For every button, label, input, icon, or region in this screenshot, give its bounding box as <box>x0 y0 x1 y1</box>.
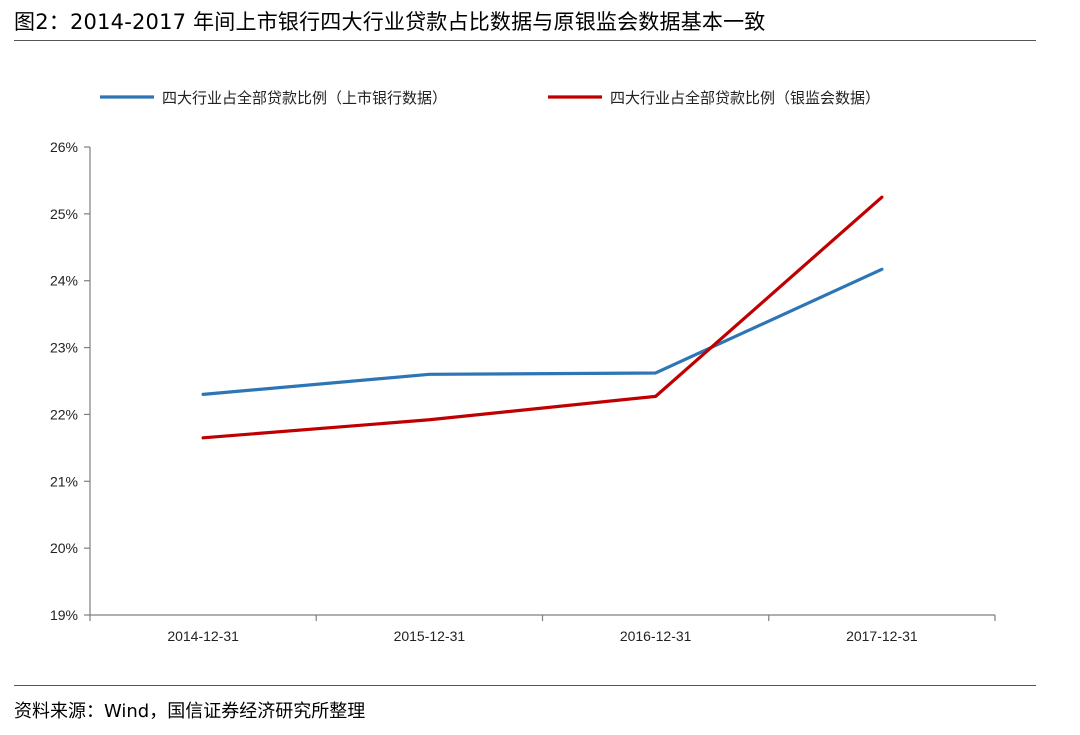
x-tick-label: 2016-12-31 <box>620 628 692 644</box>
y-tick-label: 19% <box>50 607 78 623</box>
y-tick-label: 21% <box>50 473 78 489</box>
series-lines <box>201 195 884 440</box>
legend: 四大行业占全部贷款比例（上市银行数据） 四大行业占全部贷款比例（银监会数据） <box>100 89 880 107</box>
figure-title: 图2：2014-2017 年间上市银行四大行业贷款占比数据与原银监会数据基本一致 <box>14 10 766 34</box>
x-tick-label: 2015-12-31 <box>394 628 466 644</box>
x-tick-label: 2017-12-31 <box>846 628 918 644</box>
top-rule <box>14 40 1036 41</box>
bottom-rule <box>14 685 1036 686</box>
series-line-1 <box>201 267 884 396</box>
legend-label-2: 四大行业占全部贷款比例（银监会数据） <box>610 89 880 107</box>
source-note: 资料来源：Wind，国信证券经济研究所整理 <box>14 701 366 722</box>
y-tick-label: 23% <box>50 340 78 356</box>
y-tick-label: 25% <box>50 206 78 222</box>
x-axis-ticks: 2014-12-31 2015-12-31 2016-12-31 2017-12-31 <box>89 615 996 644</box>
y-axis-ticks: 19% 20% 21% 22% 23% 24% 25% 26% <box>50 139 90 623</box>
series-line-2 <box>201 195 884 440</box>
y-tick-label: 24% <box>50 273 78 289</box>
legend-label-1: 四大行业占全部贷款比例（上市银行数据） <box>162 89 447 107</box>
y-tick-label: 22% <box>50 406 78 422</box>
x-tick-label: 2014-12-31 <box>167 628 239 644</box>
y-tick-label: 20% <box>50 540 78 556</box>
y-tick-label: 26% <box>50 139 78 155</box>
line-chart: 四大行业占全部贷款比例（上市银行数据） 四大行业占全部贷款比例（银监会数据） 19… <box>50 89 996 644</box>
